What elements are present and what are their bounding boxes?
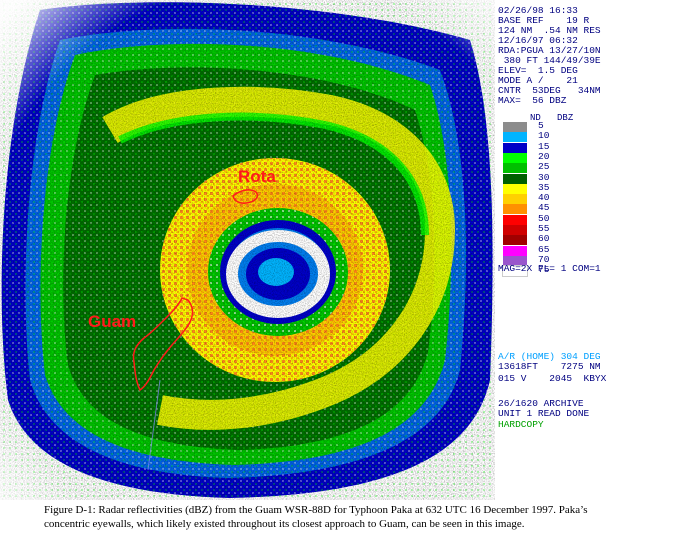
legend-label-75: 75: [538, 264, 550, 276]
legend-swatch-75: [502, 265, 528, 278]
caption-line-1: Figure D-1: Radar reflectivities (dBZ) f…: [44, 504, 588, 516]
legend-label-45: 45: [538, 202, 550, 214]
guam-outline: [132, 297, 194, 392]
header-line-9: CNTR 53DEG 34NM: [498, 85, 601, 96]
caption-line-2: concentric eyewalls, which likely existe…: [44, 518, 525, 530]
radar-panel: Rota Guam 02/26/98 16:33 BASE REF 19 R 1…: [0, 0, 607, 500]
legend-label-60: 60: [538, 233, 550, 245]
legend-label-30: 30: [538, 171, 550, 183]
legend-label-20: 20: [538, 150, 550, 162]
legend-swatch-10: [503, 132, 527, 143]
archive-line-2: UNIT 1 READ DONE: [498, 408, 590, 419]
legend-label-25: 25: [538, 161, 550, 173]
legend-swatch-55: [503, 225, 527, 235]
legend-swatch-15: [503, 142, 527, 153]
mag-line: MAG=2X FL= 1 COM=1: [498, 263, 601, 274]
legend-label-70: 70: [538, 253, 550, 265]
legend-label-5: 5: [538, 120, 544, 131]
radar-image: [0, 0, 495, 500]
legend-label-50: 50: [538, 212, 550, 224]
legend-label-55: 55: [538, 223, 550, 234]
legend-swatch-40: [503, 194, 527, 205]
legend-nd: ND: [530, 113, 541, 123]
header-line-6: 380 FT 144/49/39E: [498, 55, 601, 66]
legend-label-40: 40: [538, 192, 550, 204]
cursor-line-1: A/R (HOME) 304 DEG: [498, 351, 601, 362]
legend-swatch-45: [503, 204, 527, 215]
legend-label-35: 35: [538, 181, 550, 193]
cursor-line-3: 015 V 2045 KBYX: [498, 373, 607, 384]
header-line-4: 12/16/97 06:32: [498, 35, 578, 46]
legend-swatch-70: [503, 255, 527, 266]
figure-caption: Figure D-1: Radar reflectivities (dBZ) f…: [44, 503, 684, 531]
header-line-10: MAX= 56 DBZ: [498, 95, 567, 106]
hardcopy-label[interactable]: HARDCOPY: [498, 419, 544, 430]
legend-label-10: 10: [538, 130, 550, 142]
legend-unit: DBZ: [557, 113, 574, 123]
legend-swatch-65: [503, 245, 527, 256]
header-line-1: 02/26/98 16:33: [498, 5, 578, 16]
legend-label-15: 15: [538, 140, 550, 152]
legend-swatch-5: [503, 122, 527, 132]
legend-label-65: 65: [538, 243, 550, 255]
header-line-8: MODE A / 21: [498, 75, 578, 86]
guam-label: Guam: [88, 312, 137, 331]
legend-swatch-60: [503, 235, 527, 246]
header-line-2: BASE REF 19 R: [498, 15, 590, 26]
rota-label: Rota: [238, 167, 276, 186]
legend-swatch-25: [503, 163, 527, 174]
legend-swatch-20: [503, 152, 527, 163]
legend-swatch-35: [503, 183, 527, 194]
header-line-3: 124 NM .54 NM RES: [498, 25, 601, 36]
legend-swatch-30: [503, 173, 527, 184]
header-line-5: RDA:PGUA 13/27/10N: [498, 45, 601, 56]
header-line-7: ELEV= 1.5 DEG: [498, 65, 578, 76]
rota-outline: [232, 189, 259, 204]
archive-line-1: 26/1620 ARCHIVE: [498, 398, 584, 409]
cursor-line-2: 13618FT 7275 NM: [498, 361, 601, 372]
legend-swatch-50: [503, 214, 527, 225]
legend-title: ND DBZ: [530, 113, 573, 123]
